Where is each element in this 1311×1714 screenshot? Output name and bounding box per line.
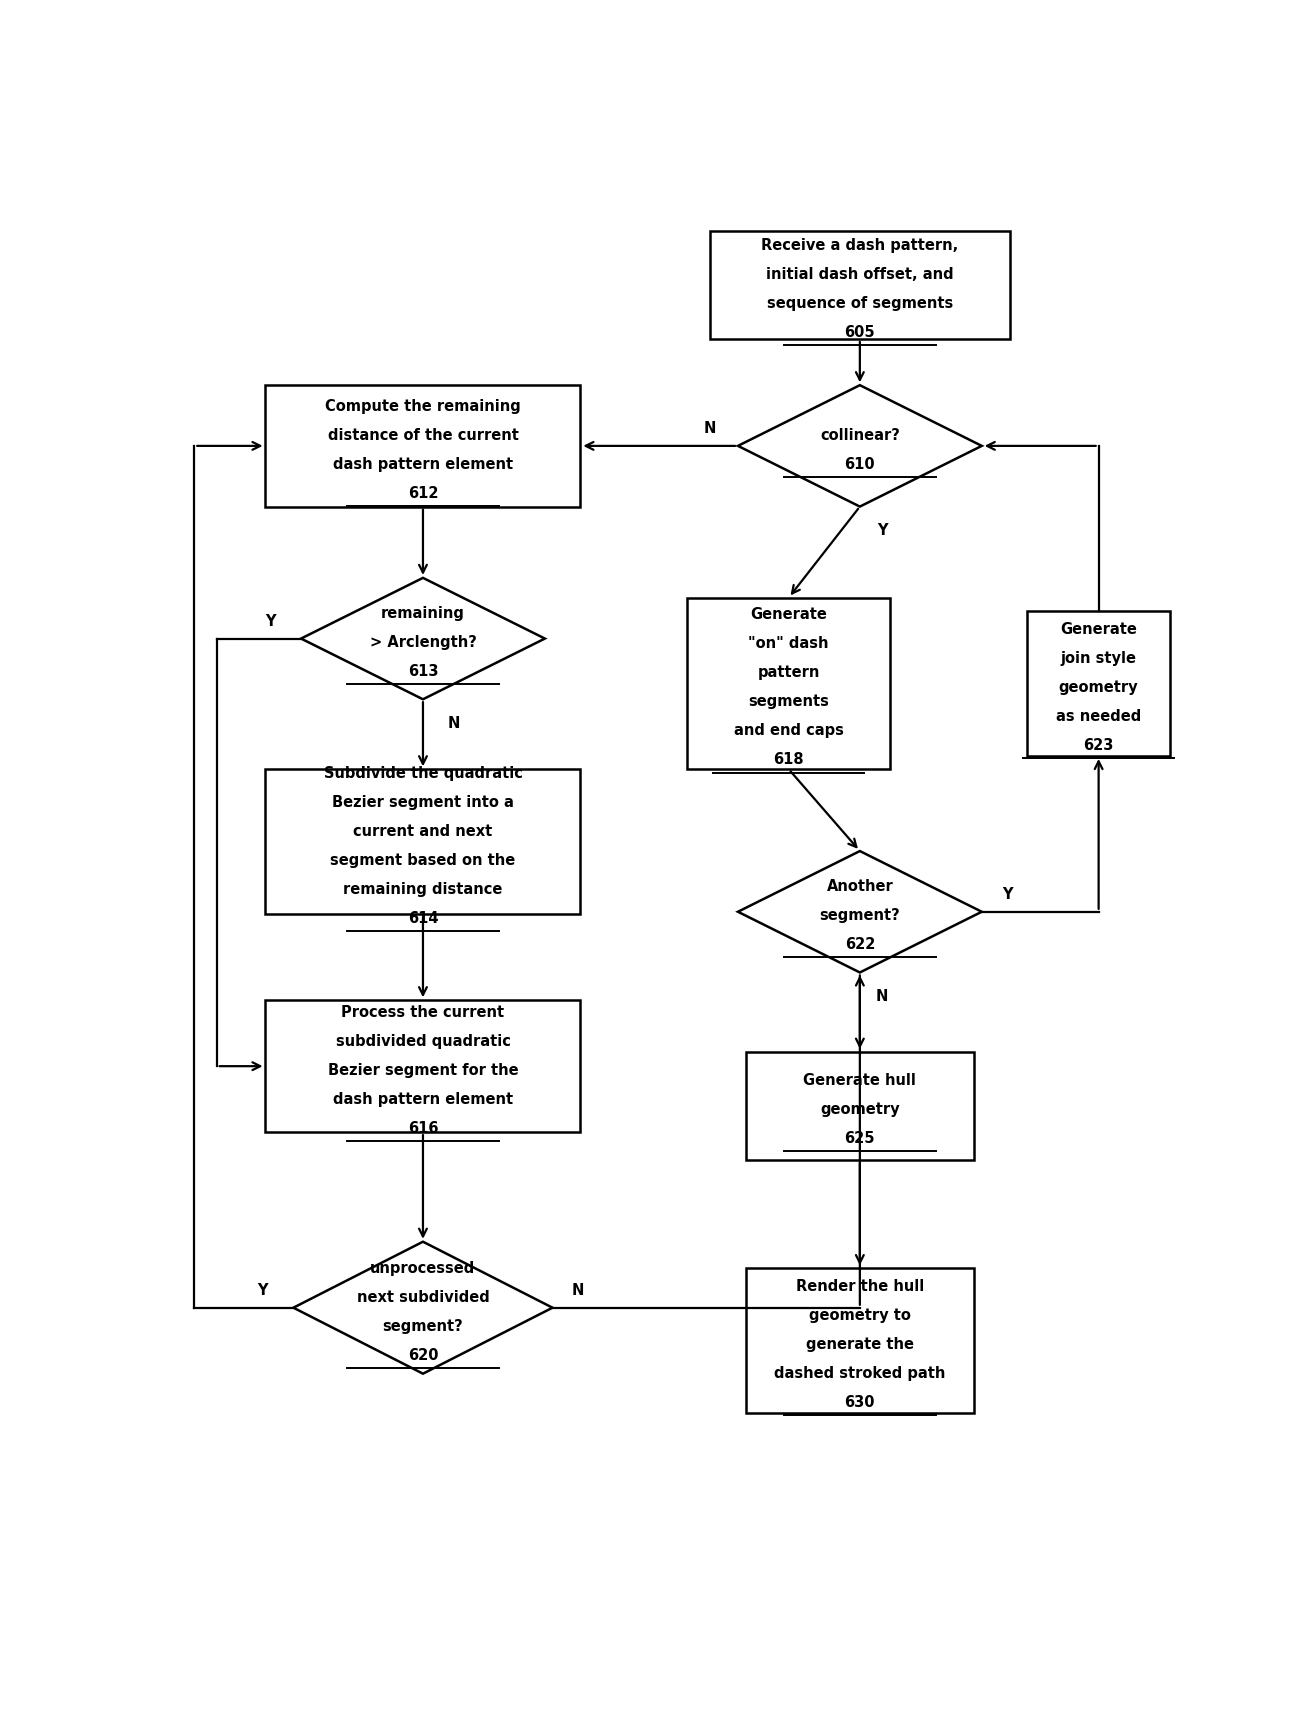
Text: segment?: segment? <box>383 1318 463 1333</box>
Text: initial dash offset, and: initial dash offset, and <box>766 267 953 281</box>
Text: Bezier segment into a: Bezier segment into a <box>332 795 514 809</box>
Text: "on" dash: "on" dash <box>749 636 829 651</box>
Text: Generate: Generate <box>1061 622 1137 638</box>
Text: Render the hull: Render the hull <box>796 1279 924 1294</box>
Text: 622: 622 <box>844 938 874 953</box>
FancyBboxPatch shape <box>746 1052 974 1160</box>
Text: sequence of segments: sequence of segments <box>767 297 953 310</box>
Text: generate the: generate the <box>806 1337 914 1352</box>
Text: Y: Y <box>258 1284 269 1297</box>
Text: Bezier segment for the: Bezier segment for the <box>328 1063 518 1078</box>
Text: segment?: segment? <box>819 908 901 924</box>
Text: as needed: as needed <box>1055 710 1142 723</box>
Text: Generate: Generate <box>750 607 827 622</box>
Text: dashed stroked path: dashed stroked path <box>775 1366 945 1381</box>
Text: unprocessed: unprocessed <box>370 1260 476 1275</box>
FancyBboxPatch shape <box>265 770 581 914</box>
FancyBboxPatch shape <box>746 1268 974 1414</box>
Text: Y: Y <box>877 523 888 538</box>
Text: remaining: remaining <box>382 607 465 620</box>
Text: geometry: geometry <box>821 1102 899 1118</box>
Text: 605: 605 <box>844 326 876 339</box>
Text: Another: Another <box>826 879 893 895</box>
Text: segments: segments <box>749 694 829 710</box>
Text: N: N <box>572 1284 585 1297</box>
Text: N: N <box>703 422 716 437</box>
Text: 612: 612 <box>408 485 438 500</box>
Text: Subdivide the quadratic: Subdivide the quadratic <box>324 766 522 780</box>
FancyBboxPatch shape <box>1028 610 1169 756</box>
Text: geometry to: geometry to <box>809 1308 911 1323</box>
Text: current and next: current and next <box>354 824 493 838</box>
Text: dash pattern element: dash pattern element <box>333 458 513 471</box>
Polygon shape <box>738 852 982 972</box>
Polygon shape <box>302 578 545 699</box>
FancyBboxPatch shape <box>711 231 1009 339</box>
Text: 620: 620 <box>408 1347 438 1363</box>
Text: > Arclength?: > Arclength? <box>370 634 476 650</box>
Text: 623: 623 <box>1083 739 1114 752</box>
Text: Y: Y <box>265 614 275 629</box>
Text: subdivided quadratic: subdivided quadratic <box>336 1034 510 1049</box>
Text: join style: join style <box>1061 651 1137 665</box>
Text: geometry: geometry <box>1059 680 1138 694</box>
Text: 630: 630 <box>844 1395 876 1411</box>
Text: dash pattern element: dash pattern element <box>333 1092 513 1107</box>
Text: N: N <box>876 989 889 1004</box>
Text: Generate hull: Generate hull <box>804 1073 916 1088</box>
Polygon shape <box>294 1241 552 1373</box>
FancyBboxPatch shape <box>265 386 581 507</box>
Text: segment based on the: segment based on the <box>330 854 515 867</box>
FancyBboxPatch shape <box>265 1001 581 1133</box>
Text: collinear?: collinear? <box>819 428 899 442</box>
Text: 614: 614 <box>408 910 438 926</box>
Text: pattern: pattern <box>758 665 819 680</box>
Text: Y: Y <box>1002 888 1012 902</box>
Text: 618: 618 <box>773 752 804 768</box>
Text: 613: 613 <box>408 663 438 679</box>
Text: and end caps: and end caps <box>734 723 844 739</box>
Text: 616: 616 <box>408 1121 438 1136</box>
Text: Process the current: Process the current <box>341 1004 505 1020</box>
Polygon shape <box>738 386 982 507</box>
Text: Compute the remaining: Compute the remaining <box>325 399 520 413</box>
Text: 625: 625 <box>844 1131 876 1147</box>
Text: distance of the current: distance of the current <box>328 428 518 442</box>
FancyBboxPatch shape <box>687 598 890 770</box>
Text: N: N <box>447 715 460 730</box>
Text: Receive a dash pattern,: Receive a dash pattern, <box>762 238 958 252</box>
Text: next subdivided: next subdivided <box>357 1289 489 1304</box>
Text: remaining distance: remaining distance <box>343 881 502 896</box>
Text: 610: 610 <box>844 458 876 471</box>
